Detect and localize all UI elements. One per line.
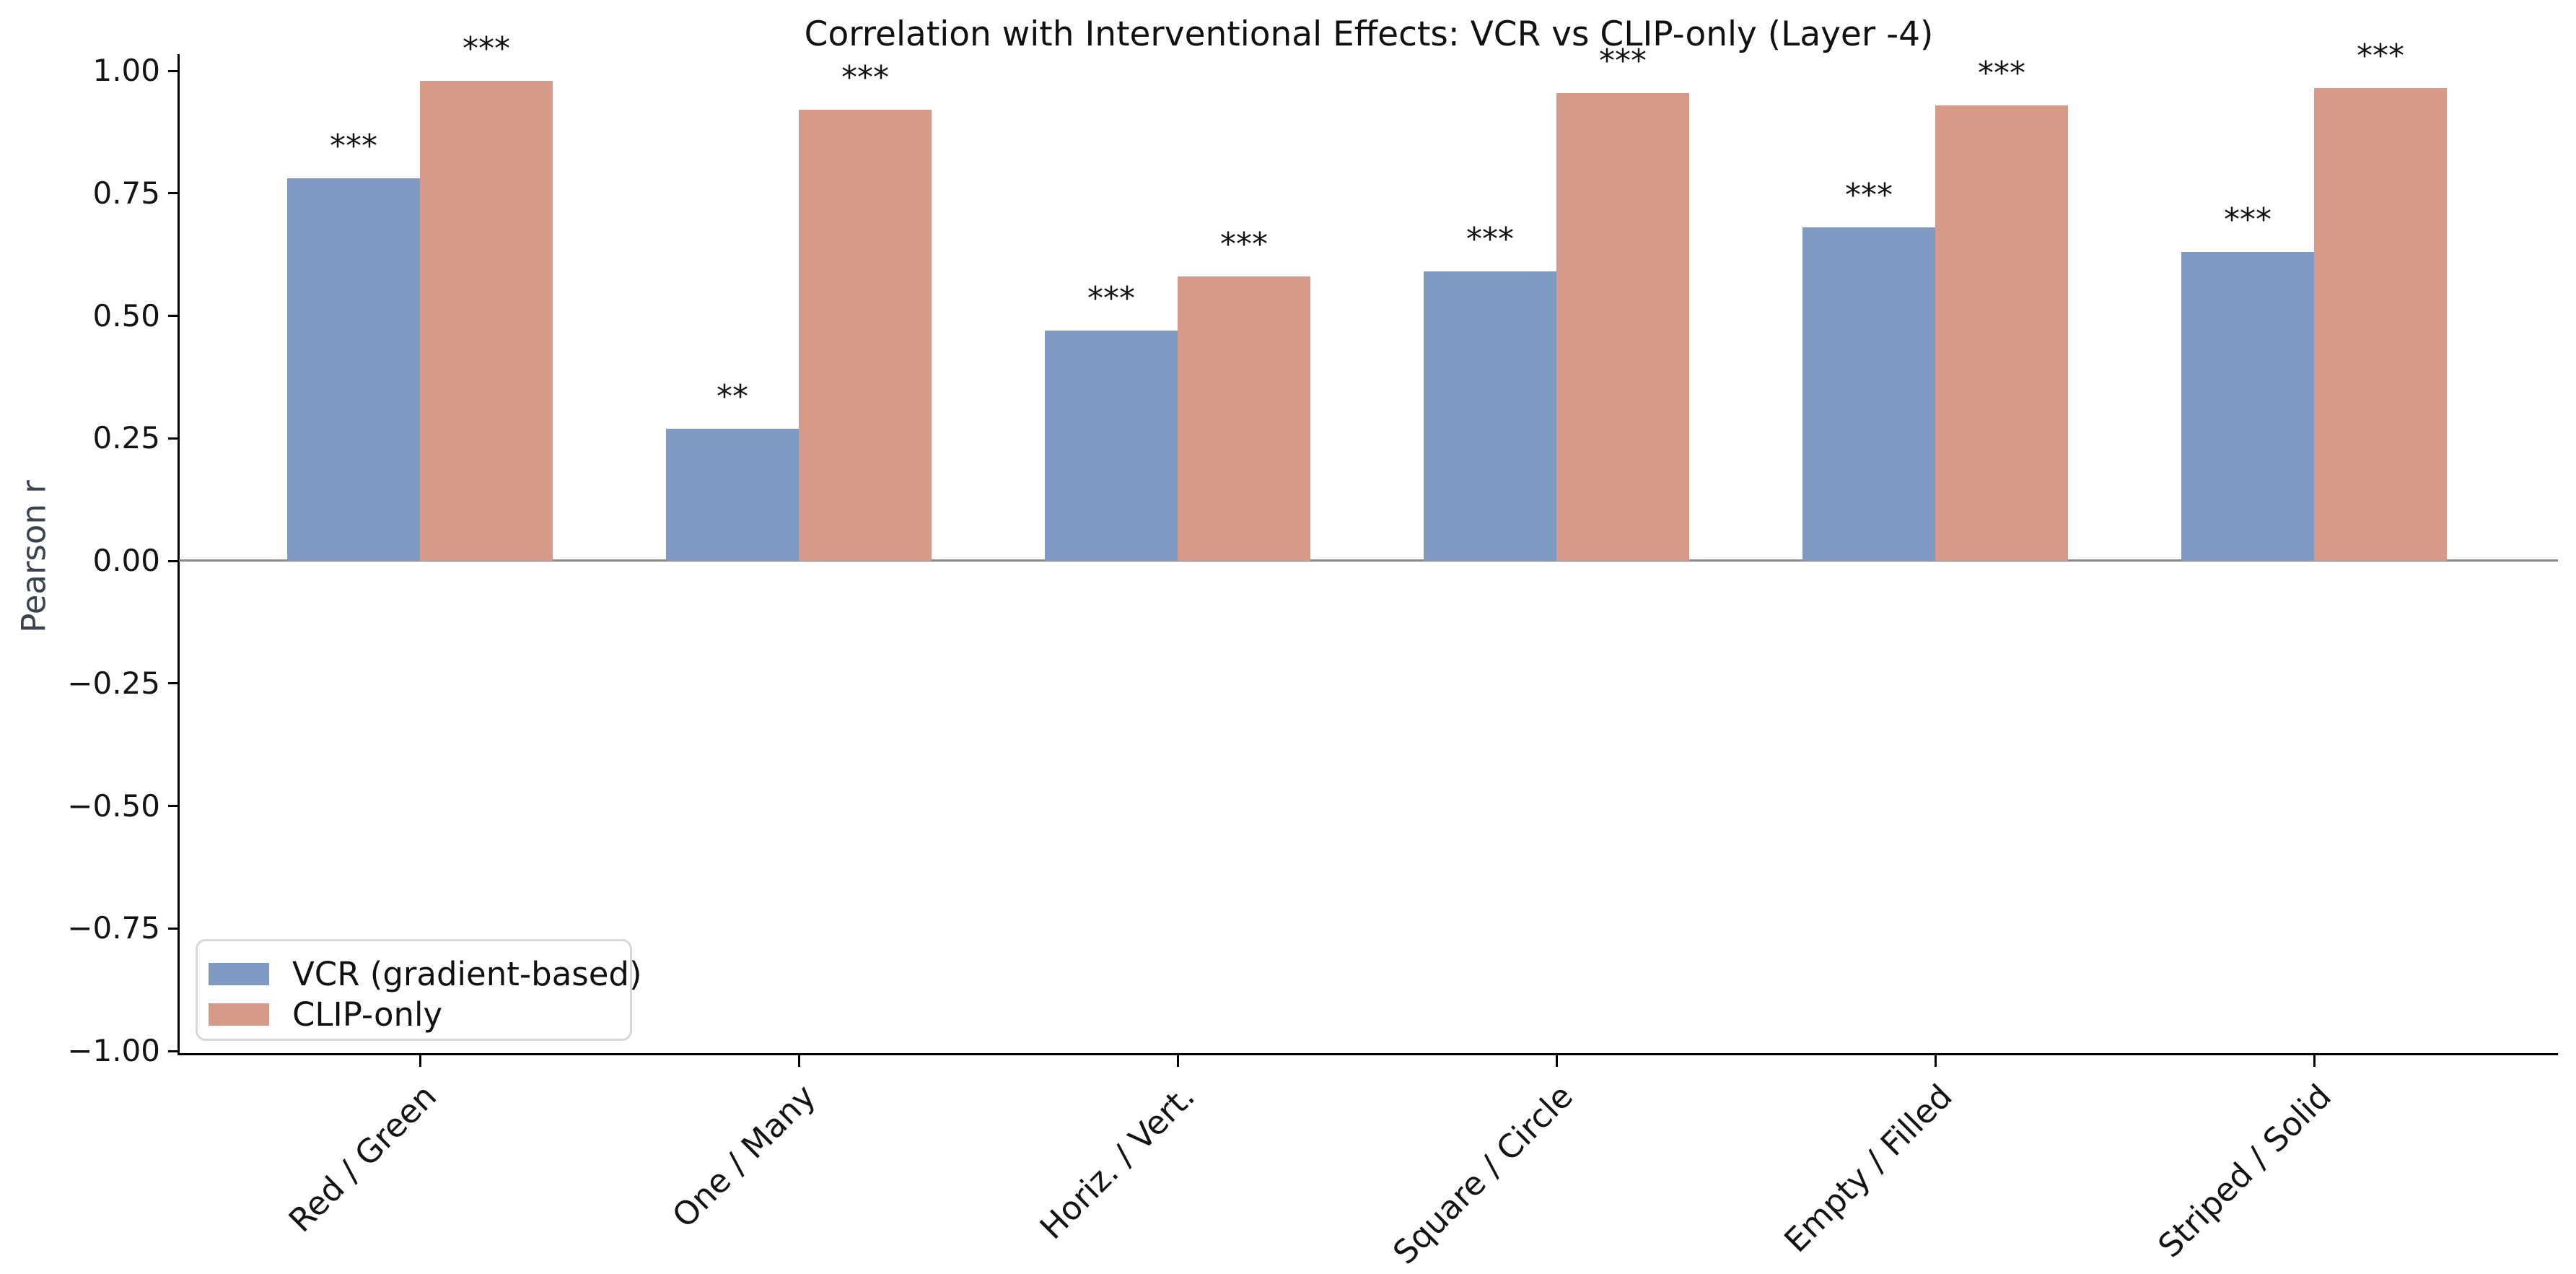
bar-vcr-gradient-based- <box>1802 227 1935 561</box>
x-tick-mark <box>1555 1054 1558 1067</box>
bar-vcr-gradient-based- <box>1045 330 1178 561</box>
y-tick-label: −0.50 <box>67 787 160 824</box>
significance-label: *** <box>1220 226 1268 263</box>
significance-label: *** <box>1466 221 1514 258</box>
y-tick-mark <box>168 1050 179 1052</box>
significance-label: *** <box>330 128 377 165</box>
x-tick-label: Empty / Filled <box>1777 1077 1960 1260</box>
chart-title: Correlation with Interventional Effects:… <box>804 14 1934 54</box>
bar-clip-only <box>1935 105 2068 561</box>
y-tick-label: −0.25 <box>67 665 160 701</box>
legend-item: CLIP-only <box>209 994 630 1034</box>
y-tick-label: 0.00 <box>92 543 160 578</box>
bar-clip-only <box>2314 87 2447 561</box>
legend-label: VCR (gradient-based) <box>292 954 642 993</box>
bar-vcr-gradient-based- <box>666 428 799 561</box>
x-tick-mark <box>419 1054 421 1067</box>
significance-label: *** <box>2224 201 2271 239</box>
bar-clip-only <box>1178 276 1310 561</box>
significance-label: *** <box>1978 54 2025 92</box>
bar-vcr-gradient-based- <box>1424 271 1556 561</box>
x-tick-label: Horiz. / Vert. <box>1032 1077 1202 1247</box>
significance-label: *** <box>841 59 889 97</box>
y-tick-mark <box>168 805 179 807</box>
legend-swatch <box>209 962 269 985</box>
y-axis-spine <box>178 54 180 1055</box>
legend-label: CLIP-only <box>292 995 443 1034</box>
y-tick-label: 0.25 <box>92 420 160 456</box>
y-tick-mark <box>168 69 179 72</box>
significance-label: ** <box>717 378 748 415</box>
x-tick-mark <box>797 1054 800 1067</box>
significance-label: *** <box>1599 42 1647 79</box>
x-tick-mark <box>1934 1054 1937 1067</box>
y-tick-mark <box>168 315 179 317</box>
significance-label: *** <box>1845 177 1893 214</box>
x-tick-label: Striped / Solid <box>2150 1077 2339 1265</box>
zero-line <box>179 559 2558 562</box>
x-tick-mark <box>2313 1054 2316 1067</box>
bar-vcr-gradient-based- <box>2181 252 2314 561</box>
x-tick-mark <box>1176 1054 1179 1067</box>
legend-swatch <box>209 1003 269 1026</box>
bar-clip-only <box>799 110 932 561</box>
y-tick-mark <box>168 559 179 562</box>
significance-label: *** <box>1087 279 1135 317</box>
y-tick-label: 1.00 <box>92 53 160 88</box>
x-tick-label: Square / Circle <box>1385 1077 1581 1272</box>
x-axis-spine <box>178 1053 2558 1055</box>
significance-label: *** <box>463 30 510 67</box>
significance-label: *** <box>2357 37 2404 74</box>
y-tick-label: 0.75 <box>92 175 160 211</box>
legend-item: VCR (gradient-based) <box>209 954 642 994</box>
y-tick-label: −1.00 <box>67 1033 160 1068</box>
x-tick-label: One / Many <box>665 1077 823 1236</box>
bar-vcr-gradient-based- <box>287 178 420 561</box>
y-tick-mark <box>168 192 179 195</box>
y-tick-label: −0.75 <box>67 910 160 946</box>
legend: VCR (gradient-based) CLIP-only <box>196 939 642 1041</box>
y-tick-mark <box>168 437 179 440</box>
bar-clip-only <box>420 80 553 561</box>
y-tick-mark <box>168 927 179 930</box>
bar-clip-only <box>1556 92 1689 561</box>
y-tick-label: 0.50 <box>92 297 160 333</box>
y-tick-mark <box>168 682 179 685</box>
x-tick-label: Red / Green <box>281 1077 444 1240</box>
